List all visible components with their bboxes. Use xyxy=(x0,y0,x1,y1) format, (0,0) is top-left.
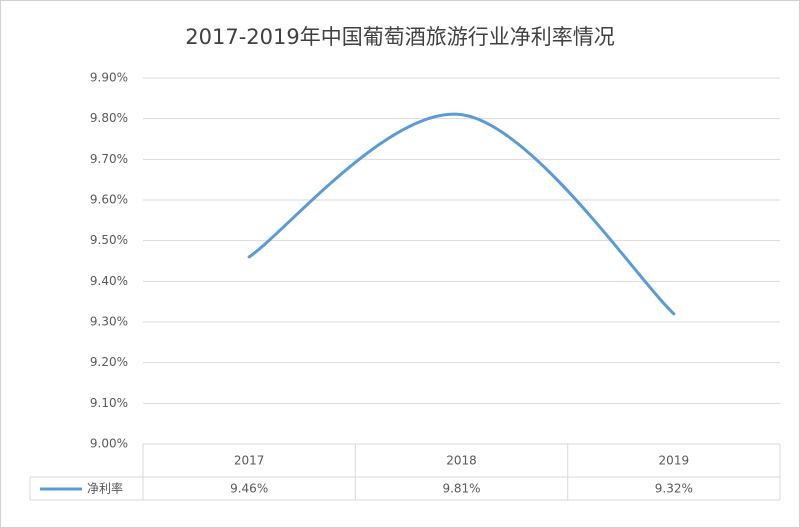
y-tick-label: 9.90% xyxy=(90,71,128,85)
series-line xyxy=(247,112,676,316)
legend-label: 净利率 xyxy=(87,481,123,496)
x-tick-label: 2019 xyxy=(659,454,690,468)
y-tick-label: 9.00% xyxy=(90,437,128,451)
y-tick-label: 9.50% xyxy=(90,233,128,247)
table-value: 9.32% xyxy=(655,482,693,496)
y-tick-label: 9.20% xyxy=(90,355,128,369)
x-tick-label: 2017 xyxy=(234,454,265,468)
y-tick-label: 9.60% xyxy=(90,193,128,207)
x-tick-label: 2018 xyxy=(446,454,477,468)
y-tick-label: 9.70% xyxy=(90,152,128,166)
chart-title: 2017-2019年中国葡萄酒旅游行业净利率情况 xyxy=(185,25,614,49)
y-tick-label: 9.40% xyxy=(90,274,128,288)
table-value: 9.46% xyxy=(230,482,268,496)
y-tick-label: 9.80% xyxy=(90,111,128,125)
table-value: 9.81% xyxy=(442,482,480,496)
y-tick-label: 9.10% xyxy=(90,396,128,410)
y-tick-label: 9.30% xyxy=(90,315,128,329)
